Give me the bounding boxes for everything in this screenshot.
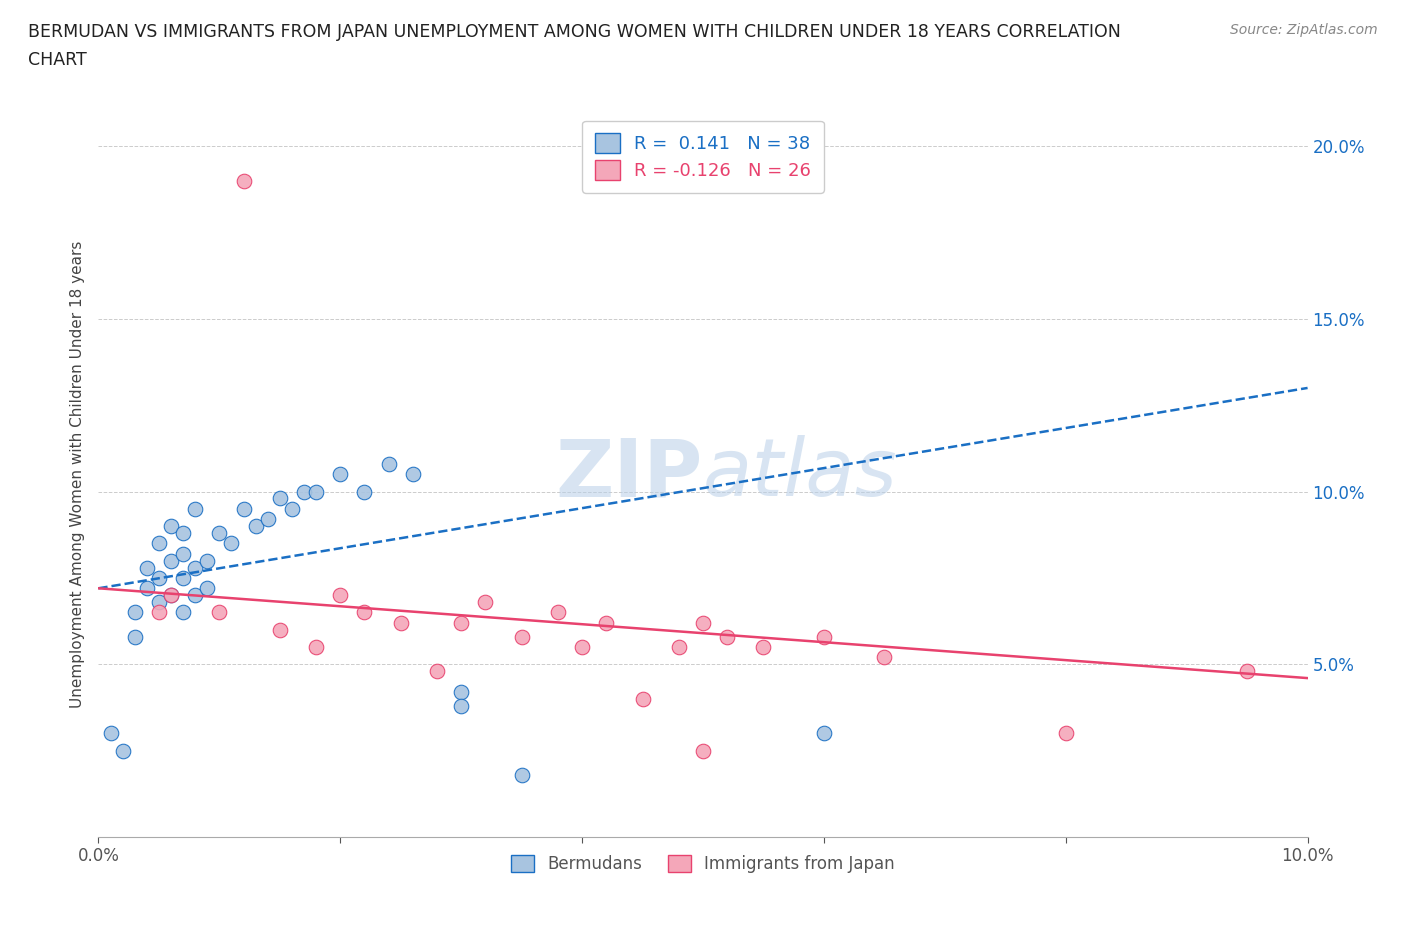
Point bbox=[474, 594, 496, 609]
Point bbox=[510, 767, 533, 782]
Point bbox=[450, 616, 472, 631]
Point bbox=[124, 630, 146, 644]
Point bbox=[426, 664, 449, 679]
Point bbox=[269, 491, 291, 506]
Text: ZIP: ZIP bbox=[555, 435, 703, 513]
Point bbox=[100, 726, 122, 741]
Text: CHART: CHART bbox=[28, 51, 87, 69]
Point bbox=[873, 650, 896, 665]
Legend: Bermudans, Immigrants from Japan: Bermudans, Immigrants from Japan bbox=[505, 848, 901, 880]
Point bbox=[148, 536, 170, 551]
Point bbox=[450, 684, 472, 699]
Point bbox=[329, 588, 352, 603]
Point bbox=[172, 605, 194, 620]
Point bbox=[813, 726, 835, 741]
Point bbox=[245, 519, 267, 534]
Point bbox=[195, 553, 218, 568]
Point bbox=[692, 743, 714, 758]
Point bbox=[377, 457, 399, 472]
Point bbox=[353, 605, 375, 620]
Point bbox=[221, 536, 243, 551]
Point bbox=[1054, 726, 1077, 741]
Point bbox=[184, 560, 207, 575]
Text: Source: ZipAtlas.com: Source: ZipAtlas.com bbox=[1230, 23, 1378, 37]
Point bbox=[305, 485, 328, 499]
Point bbox=[668, 640, 690, 655]
Y-axis label: Unemployment Among Women with Children Under 18 years: Unemployment Among Women with Children U… bbox=[69, 241, 84, 708]
Point bbox=[232, 173, 254, 188]
Point bbox=[124, 605, 146, 620]
Point bbox=[389, 616, 412, 631]
Point bbox=[148, 594, 170, 609]
Point bbox=[160, 553, 183, 568]
Point bbox=[269, 622, 291, 637]
Point bbox=[1236, 664, 1258, 679]
Point bbox=[208, 605, 231, 620]
Point bbox=[160, 519, 183, 534]
Point bbox=[195, 581, 218, 596]
Point bbox=[692, 616, 714, 631]
Point bbox=[256, 512, 278, 526]
Text: atlas: atlas bbox=[703, 435, 898, 513]
Point bbox=[752, 640, 775, 655]
Point bbox=[402, 467, 425, 482]
Point bbox=[148, 570, 170, 585]
Point bbox=[172, 525, 194, 540]
Point bbox=[135, 581, 157, 596]
Point bbox=[813, 630, 835, 644]
Point bbox=[571, 640, 593, 655]
Point bbox=[329, 467, 352, 482]
Point bbox=[547, 605, 569, 620]
Point bbox=[148, 605, 170, 620]
Point bbox=[716, 630, 738, 644]
Point bbox=[292, 485, 315, 499]
Point bbox=[111, 743, 134, 758]
Point bbox=[305, 640, 328, 655]
Point bbox=[510, 630, 533, 644]
Point bbox=[184, 501, 207, 516]
Point bbox=[631, 691, 654, 706]
Point bbox=[135, 560, 157, 575]
Point bbox=[160, 588, 183, 603]
Point bbox=[232, 501, 254, 516]
Point bbox=[353, 485, 375, 499]
Point bbox=[281, 501, 304, 516]
Point bbox=[208, 525, 231, 540]
Point bbox=[450, 698, 472, 713]
Point bbox=[172, 570, 194, 585]
Text: BERMUDAN VS IMMIGRANTS FROM JAPAN UNEMPLOYMENT AMONG WOMEN WITH CHILDREN UNDER 1: BERMUDAN VS IMMIGRANTS FROM JAPAN UNEMPL… bbox=[28, 23, 1121, 41]
Point bbox=[172, 546, 194, 561]
Point bbox=[595, 616, 617, 631]
Point bbox=[184, 588, 207, 603]
Point bbox=[160, 588, 183, 603]
